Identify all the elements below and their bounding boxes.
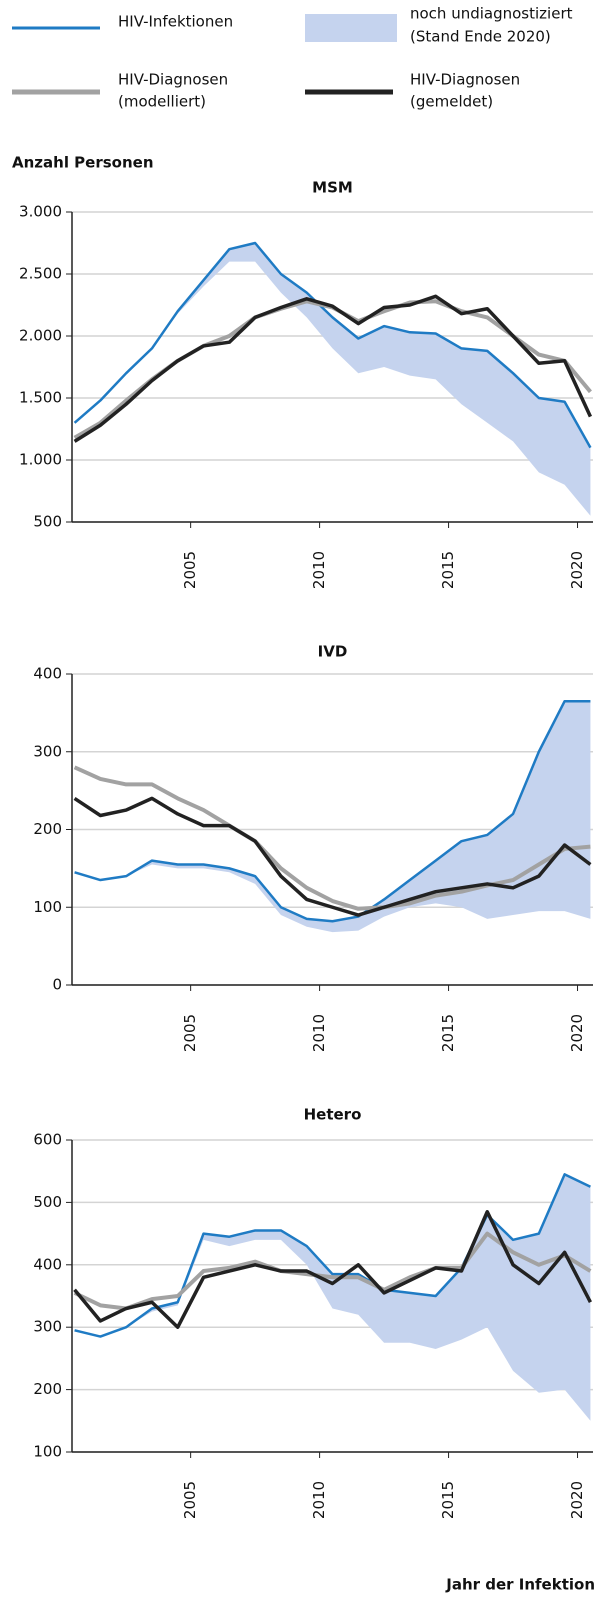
x-tick-label: 2010 [310, 551, 328, 589]
x-tick-label: 2015 [439, 1481, 457, 1519]
x-tick-label: 2005 [181, 1481, 199, 1519]
legend-label: (gemeldet) [410, 93, 493, 111]
y-tick-label: 400 [33, 1255, 62, 1273]
y-tick-label: 500 [33, 1193, 62, 1211]
y-tick-label: 2.500 [19, 265, 62, 283]
undiagnosed-band [74, 243, 591, 516]
y-tick-label: 600 [33, 1131, 62, 1149]
y-tick-label: 100 [33, 1443, 62, 1461]
panel-title: MSM [312, 179, 353, 197]
legend-label: HIV-Diagnosen [118, 71, 228, 89]
series-line [73, 1210, 592, 1329]
legend-swatch [305, 14, 397, 42]
y-tick-label: 100 [33, 898, 62, 916]
y-tick-label: 300 [33, 742, 62, 760]
y-tick-label: 200 [33, 1380, 62, 1398]
series-line [73, 241, 592, 449]
legend-label: HIV-Infektionen [118, 13, 233, 31]
x-tick-label: 2020 [568, 551, 586, 589]
y-tick-label: 300 [33, 1318, 62, 1336]
legend-label: noch undiagnostiziert [410, 5, 573, 23]
y-tick-label: 1.500 [19, 389, 62, 407]
x-tick-label: 2015 [439, 1014, 457, 1052]
x-tick-label: 2020 [568, 1014, 586, 1052]
x-axis-label: Jahr der Infektion [445, 1576, 595, 1594]
y-tick-label: 200 [33, 820, 62, 838]
panel-title: IVD [318, 643, 348, 661]
series-line [74, 699, 591, 923]
legend-label: HIV-Diagnosen [410, 71, 520, 89]
x-tick-label: 2005 [181, 1014, 199, 1052]
x-tick-label: 2005 [181, 551, 199, 589]
y-axis-label: Anzahl Personen [12, 154, 154, 172]
legend-label: (Stand Ende 2020) [410, 28, 551, 46]
y-tick-label: 0 [52, 976, 62, 994]
y-tick-label: 500 [33, 513, 62, 531]
series-line [74, 1173, 591, 1338]
y-tick-label: 400 [33, 665, 62, 683]
series-line [73, 294, 593, 443]
y-tick-label: 2.000 [19, 327, 62, 345]
x-tick-label: 2010 [310, 1014, 328, 1052]
legend-label: (modelliert) [118, 93, 206, 111]
y-tick-label: 3.000 [19, 203, 62, 221]
x-tick-label: 2020 [568, 1481, 586, 1519]
x-tick-label: 2015 [439, 551, 457, 589]
undiagnosed-band [74, 701, 591, 933]
panel-title: Hetero [304, 1106, 362, 1124]
x-tick-label: 2010 [310, 1481, 328, 1519]
series-line [73, 796, 592, 917]
series-line [73, 765, 591, 911]
y-tick-label: 1.000 [19, 451, 62, 469]
